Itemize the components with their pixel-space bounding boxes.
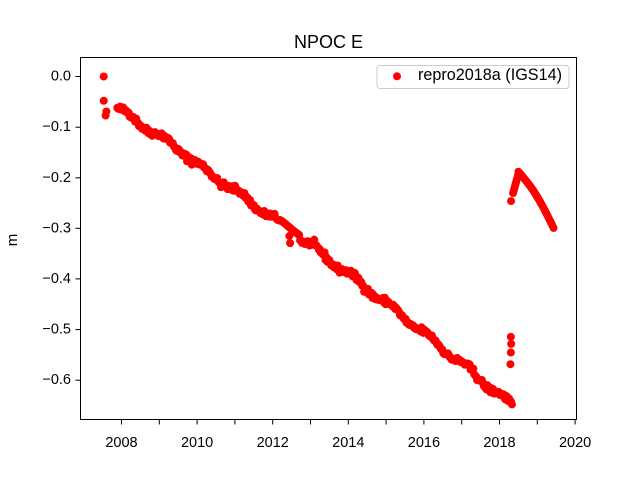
svg-text:−0.1: −0.1: [42, 119, 71, 135]
svg-text:2018: 2018: [483, 435, 515, 451]
svg-text:−0.4: −0.4: [42, 271, 71, 287]
svg-text:2020: 2020: [559, 435, 591, 451]
svg-text:2008: 2008: [105, 435, 137, 451]
svg-text:2016: 2016: [408, 435, 440, 451]
svg-text:2014: 2014: [332, 435, 364, 451]
svg-text:m: m: [4, 234, 21, 247]
svg-text:2012: 2012: [257, 435, 289, 451]
svg-text:NPOC E: NPOC E: [294, 32, 363, 52]
svg-text:−0.3: −0.3: [42, 220, 71, 236]
svg-text:−0.5: −0.5: [42, 322, 71, 338]
svg-text:0.0: 0.0: [51, 69, 71, 85]
svg-text:2010: 2010: [181, 435, 213, 451]
svg-text:−0.6: −0.6: [42, 372, 71, 388]
svg-text:−0.2: −0.2: [42, 170, 71, 186]
svg-text:repro2018a (IGS14): repro2018a (IGS14): [418, 66, 562, 84]
